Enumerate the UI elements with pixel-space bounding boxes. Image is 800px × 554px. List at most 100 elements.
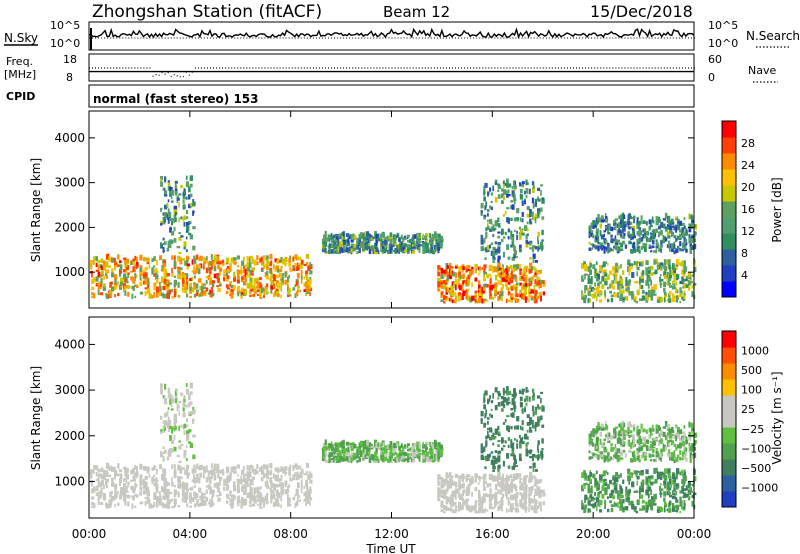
velocity-echo-cell	[270, 489, 274, 494]
colorbar-swatch	[722, 265, 736, 282]
power-echo-cell	[676, 245, 680, 249]
power-echo-cell	[511, 186, 515, 190]
freq-tick-top: 18	[63, 53, 77, 66]
power-echo-cell	[685, 229, 688, 233]
power-echo-cell	[676, 225, 681, 230]
power-echo-cell	[309, 279, 312, 285]
power-echo-cell	[497, 270, 499, 275]
power-echo-cell	[148, 293, 153, 299]
power-echo-cell	[604, 281, 608, 286]
power-echo-cell	[305, 276, 309, 281]
power-echo-cell	[651, 216, 654, 223]
power-echo-cell	[176, 199, 179, 204]
power-echo-cell	[251, 273, 254, 276]
power-echo-cell	[244, 277, 248, 283]
power-echo-cell	[189, 286, 193, 292]
power-echo-cell	[402, 251, 406, 254]
power-echo-cell	[162, 187, 165, 191]
velocity-echo-cell	[497, 425, 500, 431]
power-echo-cell	[671, 293, 675, 298]
velocity-echo-cell	[256, 503, 259, 506]
velocity-echo-cell	[192, 434, 196, 438]
velocity-echo-cell	[485, 441, 487, 448]
power-echo-cell	[676, 264, 678, 271]
velocity-echo-cell	[230, 494, 234, 498]
velocity-echo-cell	[510, 425, 513, 430]
power-echo-cell	[682, 242, 685, 249]
velocity-echo-cell	[282, 468, 286, 474]
power-echo-cell	[688, 237, 691, 244]
power-echo-cell	[538, 277, 541, 283]
power-echo-cell	[633, 231, 635, 238]
power-echo-cell	[305, 262, 309, 265]
power-echo-cell	[358, 237, 361, 243]
power-echo-cell	[620, 218, 623, 225]
power-echo-cell	[97, 290, 100, 296]
velocity-echo-cell	[469, 478, 472, 482]
velocity-echo-cell	[430, 446, 434, 451]
power-echo-cell	[671, 263, 675, 266]
power-echo-cell	[480, 239, 484, 245]
velocity-echo-cell	[296, 497, 299, 501]
velocity-echo-cell	[392, 444, 395, 450]
power-echo-cell	[615, 273, 618, 277]
velocity-echo-cell	[494, 404, 498, 411]
velocity-echo-cell	[295, 466, 298, 470]
power-echo-cell	[139, 254, 143, 261]
power-echo-cell	[178, 251, 182, 255]
power-echo-cell	[538, 271, 541, 275]
velocity-echo-cell	[249, 495, 253, 501]
power-echo-cell	[599, 265, 603, 271]
power-echo-cell	[418, 240, 422, 243]
power-echo-cell	[183, 189, 186, 192]
velocity-echo-cell	[446, 474, 449, 479]
power-echo-cell	[592, 293, 596, 298]
power-echo-cell	[608, 247, 611, 250]
velocity-echo-cell	[510, 503, 513, 507]
velocity-echo-cell	[173, 465, 176, 470]
velocity-echo-cell	[193, 467, 197, 473]
power-echo-cell	[284, 279, 288, 285]
power-echo-cell	[296, 272, 299, 278]
velocity-echo-cell	[507, 444, 510, 449]
power-echo-cell	[657, 249, 660, 252]
velocity-echo-cell	[366, 448, 368, 451]
velocity-echo-cell	[511, 442, 515, 446]
velocity-echo-cell	[480, 410, 484, 417]
power-echo-cell	[296, 285, 300, 289]
velocity-echo-cell	[330, 453, 335, 457]
power-echo-cell	[189, 277, 193, 282]
velocity-echo-cell	[418, 441, 421, 446]
power-echo-cell	[492, 269, 494, 273]
power-echo-cell	[488, 273, 492, 276]
power-echo-cell	[458, 278, 460, 283]
power-echo-cell	[169, 186, 173, 192]
power-echo-cell	[478, 284, 481, 289]
velocity-echo-cell	[368, 451, 371, 455]
power-echo-cell	[532, 216, 535, 221]
power-echo-cell	[541, 198, 545, 204]
velocity-echo-cell	[99, 491, 103, 497]
power-echo-cell	[286, 276, 289, 282]
power-echo-cell	[676, 295, 679, 301]
power-echo-cell	[534, 279, 537, 284]
power-echo-cell	[183, 196, 187, 200]
velocity-echo-cell	[440, 505, 443, 509]
power-echo-cell	[229, 281, 231, 287]
velocity-echo-cell	[406, 443, 410, 447]
power-echo-cell	[647, 293, 652, 298]
power-echo-cell	[656, 296, 660, 300]
power-echo-cell	[542, 291, 546, 296]
power-echo-cell	[531, 211, 534, 218]
velocity-echo-cell	[459, 475, 462, 480]
velocity-echo-cell	[117, 502, 120, 506]
velocity-echo-cell	[300, 488, 303, 494]
velocity-echo-cell	[166, 497, 169, 501]
velocity-echo-cell	[97, 468, 101, 473]
velocity-echo-cell	[166, 489, 170, 493]
power-echo-cell	[529, 247, 532, 250]
velocity-echo-cell	[160, 383, 163, 390]
velocity-echo-cell	[462, 500, 466, 504]
power-echo-cell	[366, 242, 368, 249]
power-echo-cell	[540, 269, 543, 273]
